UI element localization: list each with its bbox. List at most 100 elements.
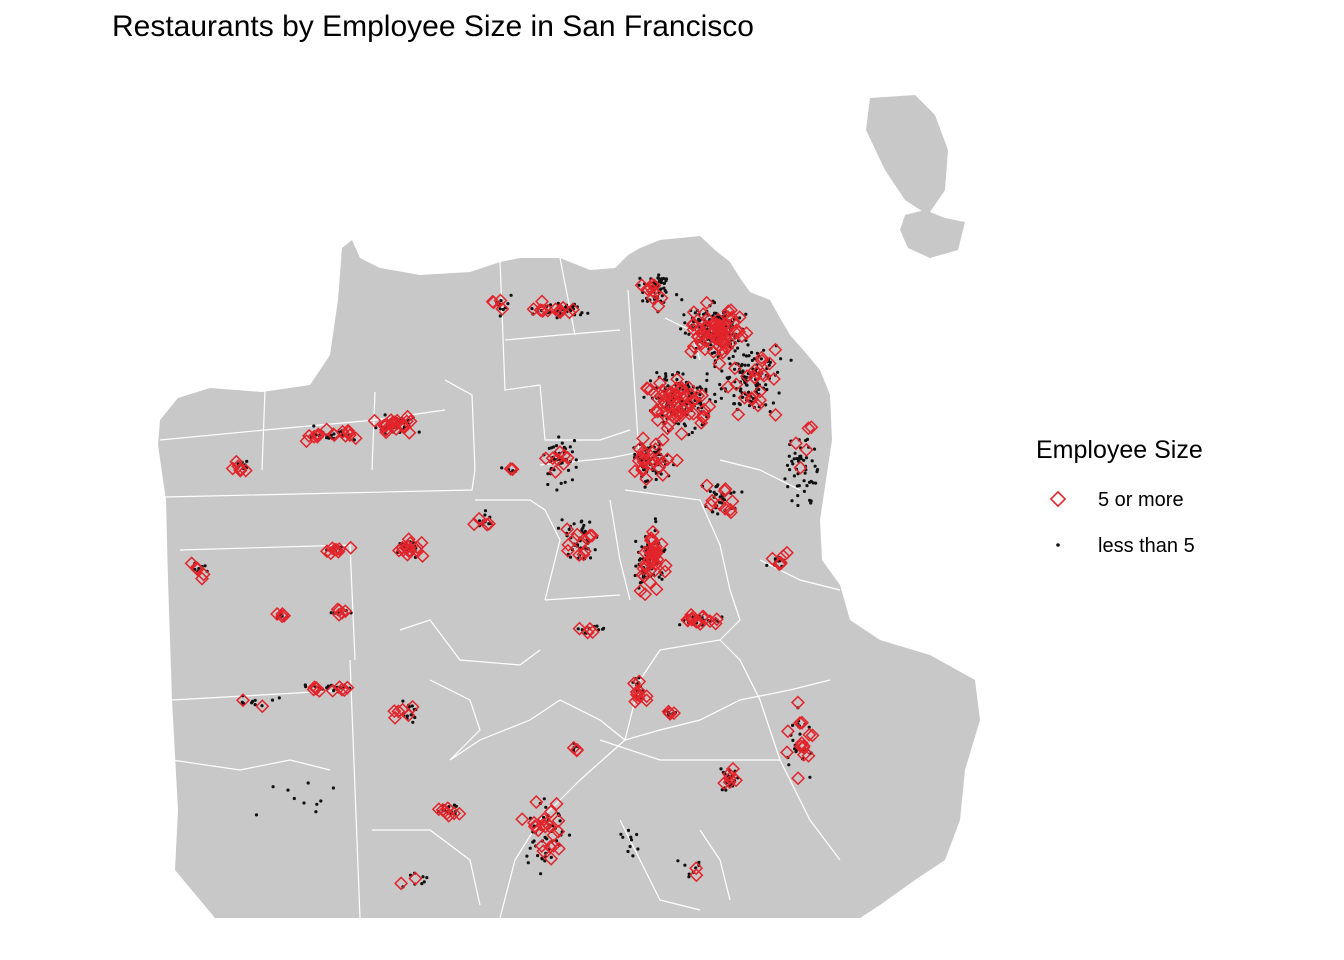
large-restaurant-diamond: [391, 704, 406, 719]
small-restaurant-dot: [547, 446, 551, 450]
small-restaurant-dot: [777, 391, 781, 395]
small-restaurant-dot: [410, 704, 414, 708]
large-restaurant-diamond: [652, 451, 667, 466]
large-restaurant-diamond: [550, 452, 565, 467]
large-restaurant-diamond: [311, 428, 326, 443]
large-restaurant-diamond: [544, 851, 559, 866]
large-restaurant-diamond: [739, 369, 755, 384]
small-restaurant-dot: [601, 627, 605, 631]
large-restaurant-diamond: [255, 699, 270, 714]
small-restaurant-dot: [793, 451, 797, 455]
small-restaurant-dot: [329, 433, 333, 437]
large-restaurant-diamond: [636, 431, 651, 446]
small-restaurant-dot: [808, 775, 812, 779]
small-restaurant-dot: [637, 558, 642, 562]
small-restaurant-dot: [720, 369, 724, 373]
small-restaurant-dot: [731, 354, 735, 359]
legend-item-large: 5 or more: [1036, 483, 1203, 529]
large-restaurant-diamond: [702, 399, 717, 414]
small-restaurant-dot: [560, 441, 564, 445]
large-restaurant-diamond: [190, 561, 205, 576]
small-restaurant-dot: [785, 463, 790, 467]
large-restaurant-diamond: [548, 464, 563, 479]
small-restaurant-dot: [292, 796, 296, 801]
large-restaurant-diamond: [804, 420, 819, 435]
small-restaurant-dot: [526, 861, 530, 865]
small-restaurant-dot: [754, 384, 759, 388]
small-restaurant-dot: [687, 875, 691, 879]
large-restaurant-diamond: [401, 708, 416, 723]
small-restaurant-dot: [574, 458, 578, 462]
large-restaurant-diamond: [562, 305, 577, 320]
large-restaurant-diamond: [776, 548, 791, 564]
large-restaurant-diamond: [515, 812, 530, 827]
small-restaurant-dot: [572, 439, 577, 443]
large-restaurant-diamond: [780, 724, 795, 739]
small-restaurant-dot: [727, 356, 731, 360]
legend-title: Employee Size: [1036, 436, 1203, 464]
small-restaurant-dot: [253, 703, 257, 707]
small-restaurant-dot: [759, 357, 764, 361]
small-restaurant-dot: [660, 294, 664, 298]
large-restaurant-diamond: [534, 838, 549, 854]
large-restaurant-diamond: [367, 413, 382, 428]
large-restaurant-diamond: [410, 540, 425, 555]
large-restaurant-diamond: [570, 527, 585, 542]
large-restaurant-diamond: [696, 307, 711, 322]
large-restaurant-diamond: [467, 517, 482, 532]
small-restaurant-dot: [580, 519, 584, 523]
small-restaurant-dot: [767, 363, 771, 367]
small-restaurant-dot: [676, 422, 681, 426]
large-restaurant-diamond: [669, 453, 685, 468]
large-restaurant-diamond: [696, 410, 711, 425]
large-restaurant-diamond: [552, 445, 567, 460]
small-restaurant-dot: [787, 763, 791, 767]
large-restaurant-diamond: [727, 315, 742, 330]
large-restaurant-diamond: [768, 407, 783, 422]
large-restaurant-diamond: [332, 680, 347, 695]
large-restaurant-diamond: [325, 683, 340, 698]
large-restaurant-diamond: [395, 543, 411, 558]
small-restaurant-dot: [619, 832, 623, 836]
small-restaurant-dot: [773, 557, 777, 561]
large-restaurant-diamond: [766, 371, 781, 387]
small-restaurant-dot: [657, 273, 661, 277]
small-restaurant-dot: [791, 462, 795, 466]
large-restaurant-diamond: [631, 691, 646, 706]
small-restaurant-dot: [658, 280, 662, 284]
large-restaurant-diamond: [560, 450, 575, 465]
large-restaurant-diamond: [642, 575, 658, 590]
large-restaurant-diamond: [577, 544, 592, 559]
small-restaurant-dot: [805, 484, 809, 488]
small-restaurant-dot: [738, 316, 742, 320]
large-restaurant-diamond: [307, 680, 322, 695]
small-restaurant-dot: [683, 424, 688, 428]
large-restaurant-diamond: [639, 381, 654, 396]
large-restaurant-diamond: [793, 460, 808, 475]
small-restaurant-dot: [713, 392, 717, 396]
large-restaurant-diamond: [654, 290, 669, 306]
small-restaurant-dot: [698, 385, 702, 389]
large-restaurant-diamond: [699, 295, 714, 310]
large-restaurant-diamond: [551, 813, 566, 828]
large-restaurant-diamond: [348, 431, 363, 446]
small-restaurant-dot: [626, 828, 631, 833]
large-restaurant-diamond: [675, 390, 690, 405]
large-restaurant-diamond: [632, 674, 647, 689]
large-restaurant-diamond: [715, 345, 731, 360]
small-restaurant-dot: [539, 872, 543, 876]
small-restaurant-dot: [420, 882, 424, 886]
large-restaurant-diamond: [503, 461, 518, 476]
small-restaurant-dot: [254, 813, 259, 817]
large-restaurant-diamond: [431, 802, 446, 817]
large-restaurant-diamond: [334, 605, 350, 620]
small-restaurant-dot: [306, 781, 310, 785]
large-restaurant-diamond: [686, 406, 701, 421]
small-restaurant-dot: [498, 314, 502, 318]
small-restaurant-dot: [797, 484, 801, 488]
small-restaurant-dot: [332, 432, 336, 436]
small-restaurant-dot: [546, 472, 550, 476]
large-restaurant-diamond: [400, 409, 415, 424]
large-restaurant-diamond: [644, 531, 659, 546]
large-restaurant-diamond: [631, 453, 646, 468]
